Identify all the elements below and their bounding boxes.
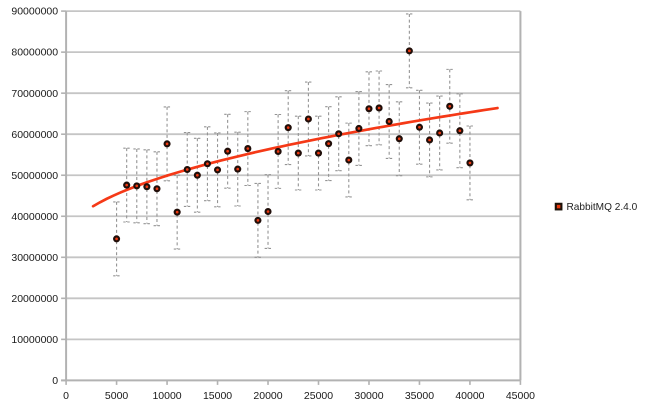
svg-text:90000000: 90000000	[11, 6, 58, 18]
svg-text:5000: 5000	[105, 390, 129, 402]
svg-text:40000: 40000	[455, 390, 484, 402]
svg-text:15000: 15000	[203, 390, 232, 402]
svg-text:35000: 35000	[405, 390, 434, 402]
svg-text:25000: 25000	[304, 390, 333, 402]
svg-text:30000: 30000	[354, 390, 383, 402]
svg-text:45000: 45000	[506, 390, 535, 402]
svg-text:20000000: 20000000	[11, 293, 58, 305]
svg-text:70000000: 70000000	[11, 88, 58, 100]
svg-text:40000000: 40000000	[11, 211, 58, 223]
svg-text:50000000: 50000000	[11, 170, 58, 182]
svg-text:20000: 20000	[253, 390, 282, 402]
svg-text:10000000: 10000000	[11, 334, 58, 346]
svg-text:10000: 10000	[152, 390, 181, 402]
svg-text:80000000: 80000000	[11, 47, 58, 59]
svg-text:30000000: 30000000	[11, 252, 58, 264]
svg-text:0: 0	[52, 375, 58, 387]
svg-text:60000000: 60000000	[11, 129, 58, 141]
svg-text:RabbitMQ 2.4.0: RabbitMQ 2.4.0	[567, 202, 638, 213]
svg-text:0: 0	[63, 390, 69, 402]
